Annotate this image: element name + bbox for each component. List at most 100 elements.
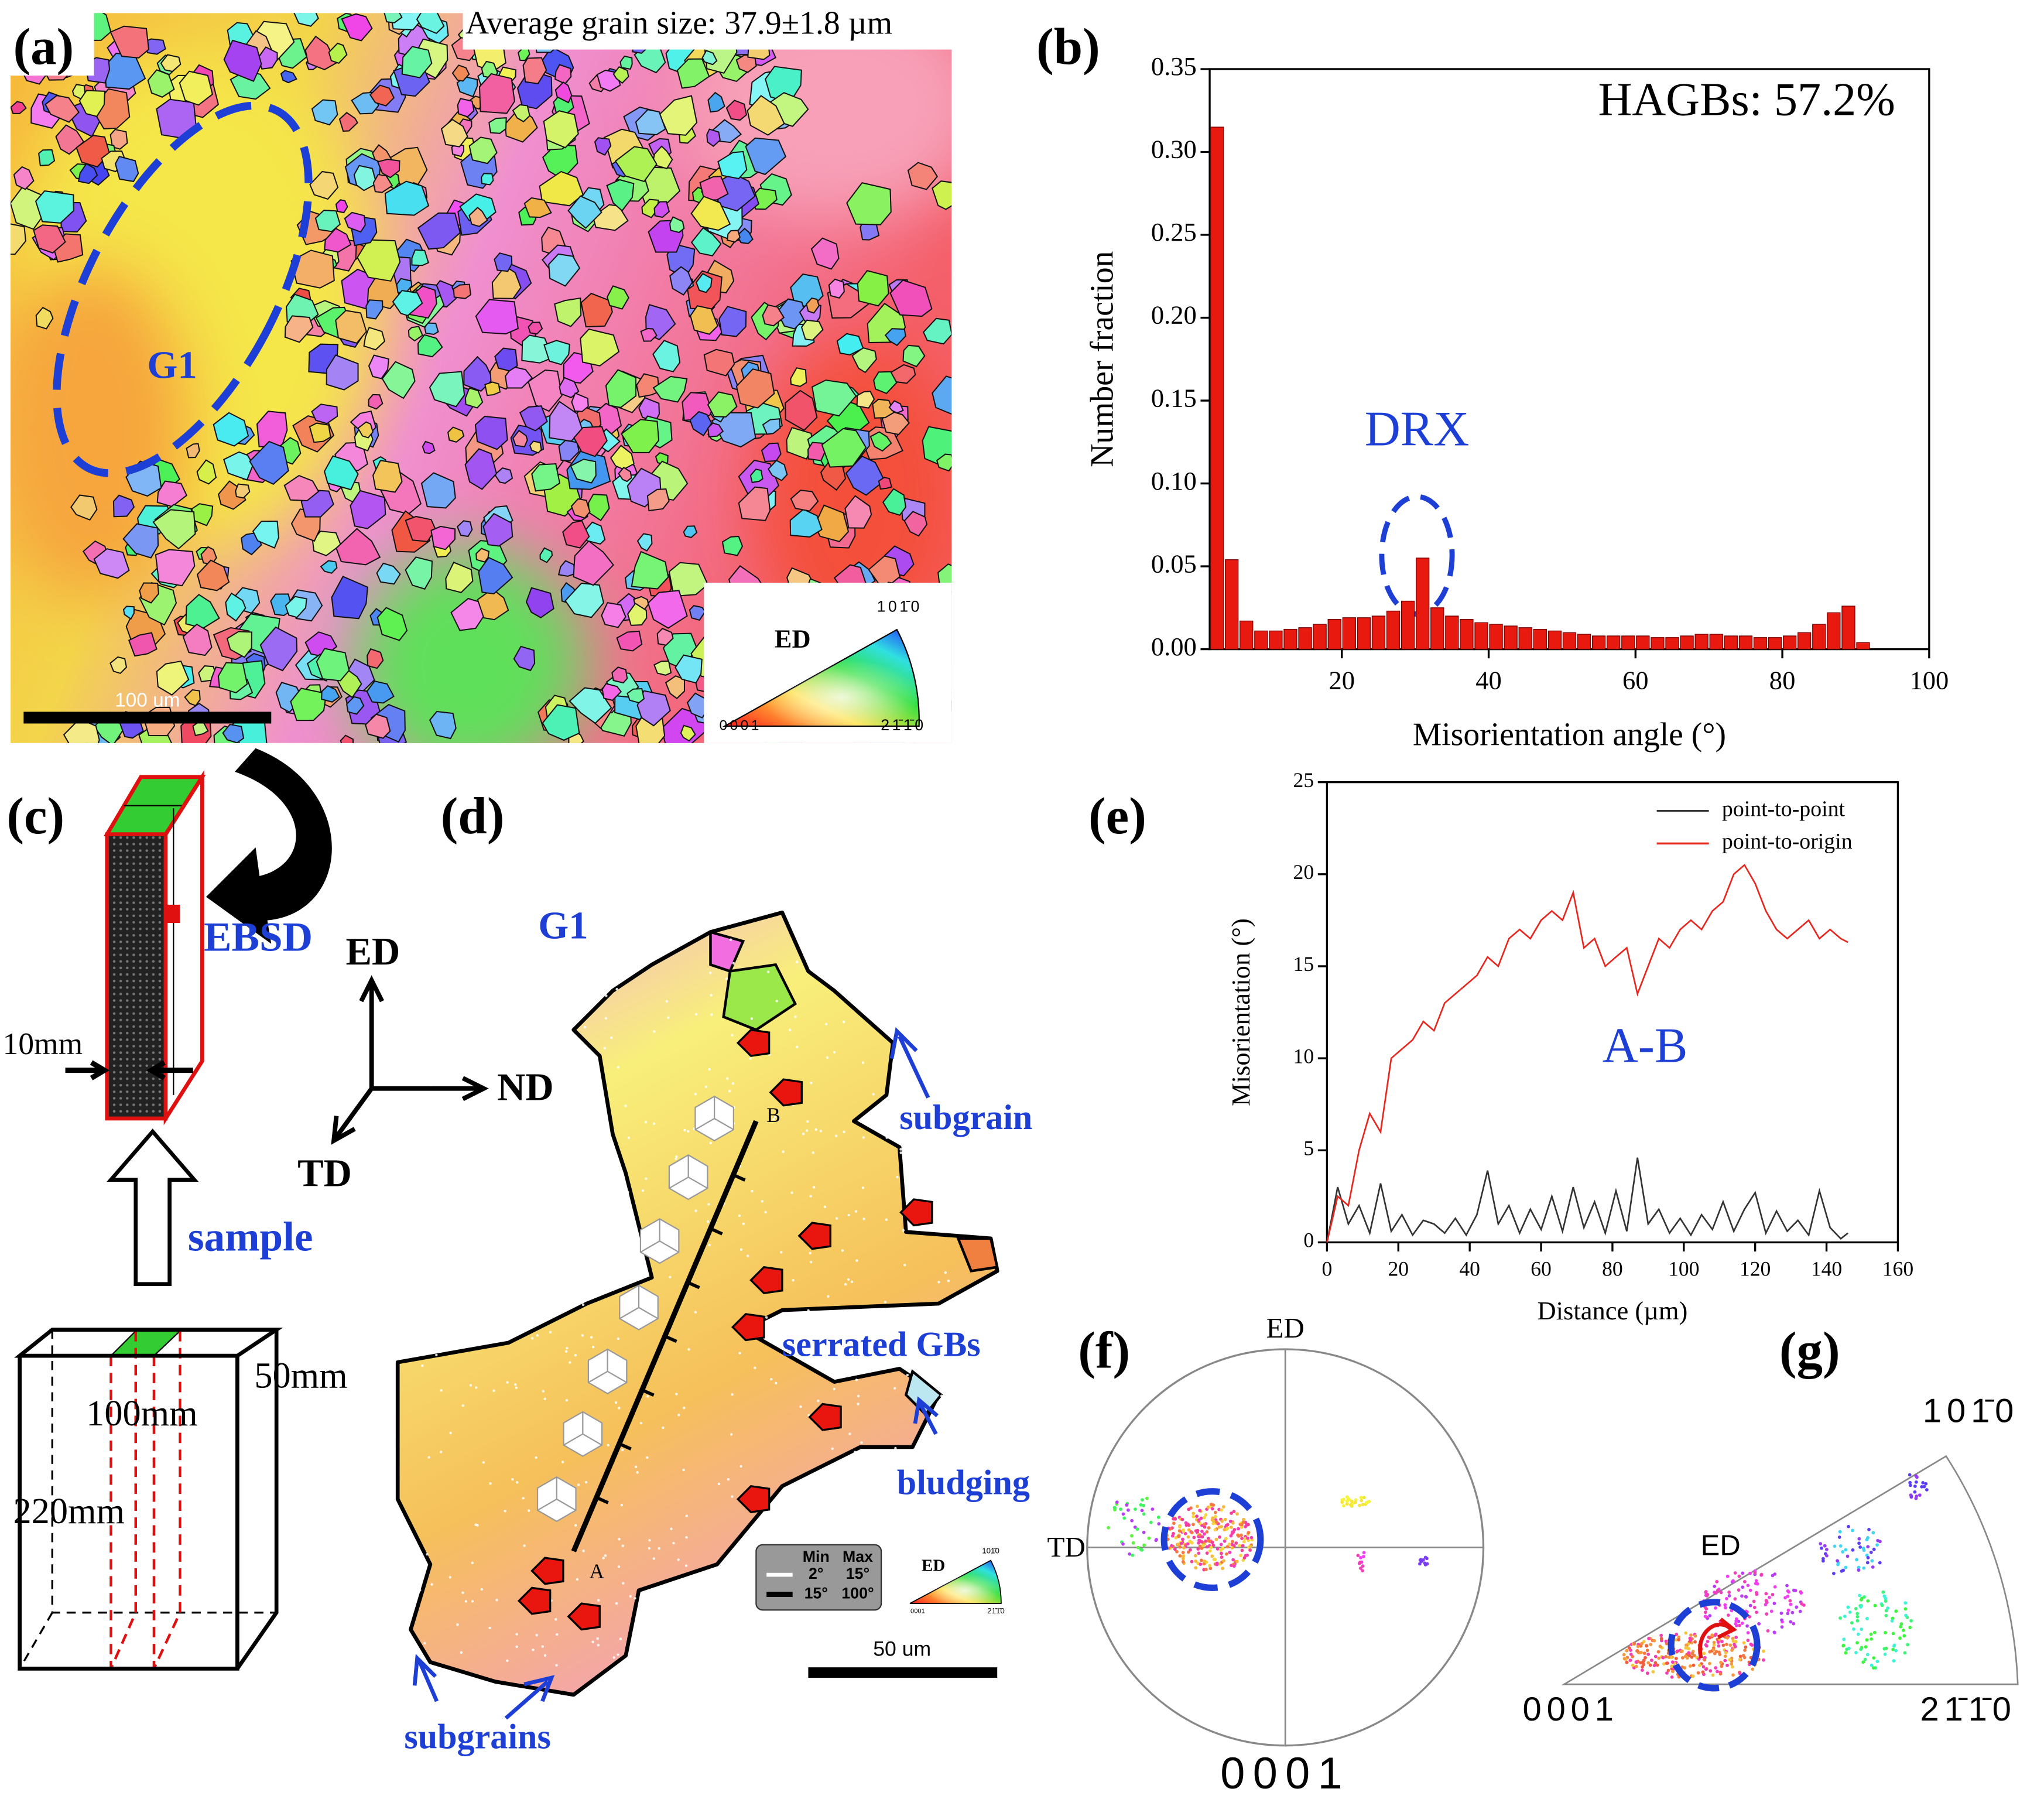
grain	[669, 216, 685, 234]
pole-dot	[1177, 1529, 1182, 1533]
speckle	[782, 1150, 785, 1153]
pole-dot	[1731, 1639, 1735, 1643]
poles	[1107, 1495, 1429, 1573]
speckle	[710, 1013, 713, 1016]
speckle	[619, 1637, 622, 1640]
grain	[376, 562, 401, 585]
pole-dot	[1224, 1537, 1228, 1541]
pole-dot	[1725, 1596, 1728, 1600]
speckle	[656, 1605, 659, 1608]
speckle	[806, 1651, 809, 1654]
speckle	[802, 1619, 805, 1622]
speckle	[956, 1568, 959, 1571]
grain	[768, 460, 788, 481]
speckle	[831, 1447, 834, 1451]
caption-bg	[463, 0, 971, 50]
pole-dot	[1903, 1651, 1907, 1655]
grain	[13, 166, 35, 190]
pole-dot	[1855, 1619, 1860, 1623]
pole-dot	[1418, 1562, 1422, 1566]
speckle	[817, 1399, 820, 1403]
grain	[494, 252, 513, 272]
speckle	[862, 1651, 865, 1654]
grain	[405, 556, 433, 590]
pole-dot	[1232, 1528, 1237, 1531]
speckle	[920, 1363, 923, 1366]
ipf-left: 0001	[720, 717, 762, 733]
pole-dot	[1188, 1540, 1192, 1544]
speckle	[535, 1633, 538, 1637]
pole-dot	[1677, 1638, 1680, 1641]
speckle	[578, 1131, 582, 1134]
pole-dot	[1151, 1507, 1155, 1511]
grain	[932, 180, 952, 210]
pole-dot	[1714, 1650, 1718, 1654]
pole-dot	[1697, 1663, 1701, 1667]
grain	[884, 328, 906, 346]
speckle	[843, 1130, 845, 1134]
grain	[626, 688, 645, 704]
pole-dot	[1237, 1534, 1241, 1538]
speckle	[947, 1612, 950, 1615]
pole-dot	[1704, 1590, 1708, 1593]
grain	[293, 13, 319, 27]
pole-dot	[1240, 1537, 1244, 1540]
speckle	[456, 1623, 459, 1626]
speckle	[872, 1093, 875, 1096]
speckle	[943, 1412, 946, 1416]
speckle	[738, 1352, 741, 1355]
pf-top: ED	[1266, 1312, 1305, 1344]
scale-bar	[808, 1667, 998, 1678]
red-arrow	[808, 1403, 842, 1431]
pole-dot	[1131, 1541, 1135, 1545]
grain	[621, 419, 660, 453]
cluster-outline	[1668, 1599, 1761, 1692]
grain	[77, 163, 98, 184]
pole-dot	[1203, 1525, 1207, 1529]
grain	[478, 73, 515, 114]
pole-dot	[1361, 1564, 1365, 1568]
pole-dot	[1218, 1535, 1221, 1539]
grain	[725, 100, 748, 121]
speckle	[814, 1128, 818, 1131]
grain	[706, 128, 721, 148]
speckle	[437, 1185, 440, 1188]
grain	[573, 426, 608, 457]
grain	[481, 173, 494, 186]
speckle	[802, 1133, 805, 1136]
grain	[559, 377, 580, 399]
speckle	[944, 1271, 947, 1274]
speckle	[474, 1386, 478, 1389]
bar	[1547, 630, 1562, 650]
pole-dot	[1230, 1546, 1234, 1550]
sample-label: sample	[188, 1215, 313, 1260]
legend-label: point-to-origin	[1722, 829, 1853, 854]
speckle	[819, 1130, 823, 1133]
grain	[745, 137, 787, 175]
speckle	[847, 1213, 850, 1217]
speckle	[815, 1637, 819, 1640]
speckle	[504, 1329, 507, 1333]
speckle	[581, 1303, 585, 1307]
pole-dot	[1119, 1507, 1122, 1511]
pole-dot	[1730, 1648, 1734, 1652]
ipf-left: 0001	[910, 1608, 925, 1615]
pole-dot	[1170, 1534, 1175, 1538]
speckle	[694, 1311, 697, 1314]
pole-dot	[1645, 1648, 1649, 1653]
speckle	[633, 1249, 636, 1252]
pole-dot	[1712, 1640, 1716, 1644]
grain	[368, 394, 384, 410]
panel-label: (f)	[1078, 1322, 1130, 1380]
speckle	[926, 1425, 929, 1429]
speckle	[952, 950, 956, 953]
speckle	[854, 1451, 857, 1453]
speckle	[791, 1520, 794, 1523]
pole-dot	[1786, 1612, 1790, 1616]
speckle	[886, 1560, 889, 1563]
pole-dot	[1175, 1550, 1179, 1554]
grain	[652, 375, 688, 403]
speckle	[933, 1540, 936, 1543]
pole-dot	[1859, 1605, 1862, 1609]
speckle	[833, 1480, 836, 1484]
